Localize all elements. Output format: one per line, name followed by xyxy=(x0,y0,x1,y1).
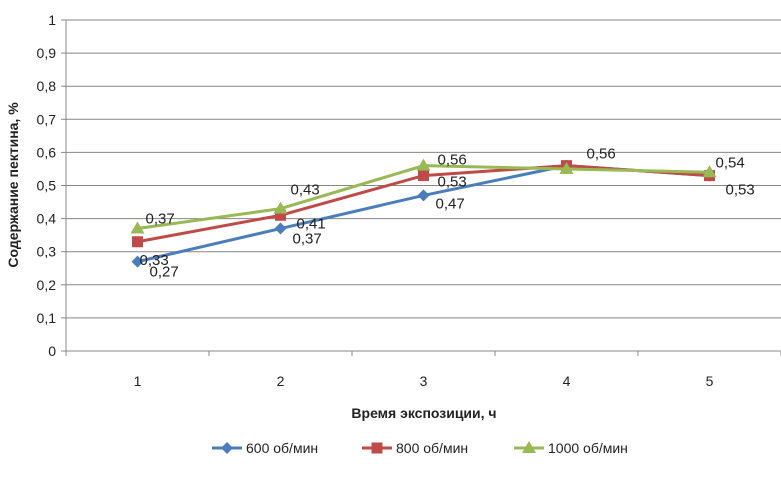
y-axis-title: Содержание пектина, % xyxy=(5,102,21,268)
x-tick-label: 3 xyxy=(420,373,428,389)
legend: 600 об/мин 800 об/мин 1000 об/мин xyxy=(212,440,628,456)
data-label: 0,53 xyxy=(438,174,467,191)
y-tick-label: 0,1 xyxy=(37,310,57,326)
y-tick-label: 0,2 xyxy=(37,277,57,293)
y-tick-label: 1 xyxy=(48,12,56,28)
series-3 xyxy=(130,158,717,234)
legend-item: 800 об/мин xyxy=(362,440,468,456)
data-point xyxy=(132,236,143,248)
legend-item: 600 об/мин xyxy=(212,440,318,456)
x-tick-label: 4 xyxy=(563,373,571,389)
data-point xyxy=(221,442,233,454)
x-tick-label: 1 xyxy=(134,373,142,389)
series-group xyxy=(130,158,717,268)
y-tick-label: 0,4 xyxy=(37,211,57,227)
legend-item: 1000 об/мин xyxy=(514,440,628,456)
data-label: 0,43 xyxy=(291,182,320,199)
data-point xyxy=(418,170,429,182)
data-label: 0,47 xyxy=(436,195,465,212)
y-tick-label: 0,3 xyxy=(37,244,57,260)
data-labels: 0,27 0,37 0,47 0,33 0,41 0,53 0,56 0,53 0,37 0,43… xyxy=(140,146,755,281)
y-axis-ticks: 0 0,1 0,2 0,3 0,4 0,5 0,6 0,7 0,8 0,9 1 xyxy=(37,12,57,359)
x-tick-label: 5 xyxy=(706,373,714,389)
series-2 xyxy=(132,160,715,248)
data-label: 0,54 xyxy=(716,154,745,171)
data-point xyxy=(416,158,431,171)
data-point xyxy=(275,209,286,221)
data-point xyxy=(417,189,430,202)
legend-label: 800 об/мин xyxy=(396,440,468,456)
legend-label: 1000 об/мин xyxy=(548,440,628,456)
data-label: 0,37 xyxy=(146,211,175,228)
data-label: 0,33 xyxy=(140,252,169,269)
data-point xyxy=(522,441,536,453)
data-label: 0,53 xyxy=(726,182,755,199)
data-point xyxy=(702,165,717,178)
data-label: 0,56 xyxy=(438,152,467,169)
y-tick-label: 0,8 xyxy=(37,78,57,94)
y-tick-label: 0,9 xyxy=(37,45,57,61)
data-point xyxy=(130,221,145,234)
x-tick-label: 2 xyxy=(277,373,285,389)
data-point xyxy=(131,255,144,268)
x-axis-title: Время экспозиции, ч xyxy=(351,405,496,421)
data-label: 0,37 xyxy=(293,231,322,248)
y-tick-label: 0,5 xyxy=(37,178,57,194)
data-label: 0,27 xyxy=(150,264,179,281)
data-point xyxy=(274,222,287,235)
data-point xyxy=(559,161,574,174)
x-axis-ticks: 1 2 3 4 5 xyxy=(65,351,781,389)
y-tick-label: 0,6 xyxy=(37,144,57,160)
gridlines xyxy=(61,19,781,352)
y-tick-label: 0 xyxy=(48,343,56,359)
data-point xyxy=(371,442,383,454)
data-label: 0,41 xyxy=(297,215,326,232)
legend-label: 600 об/мин xyxy=(246,440,318,456)
y-tick-label: 0,7 xyxy=(37,111,57,127)
data-label: 0,56 xyxy=(587,146,616,163)
data-point xyxy=(273,201,288,214)
